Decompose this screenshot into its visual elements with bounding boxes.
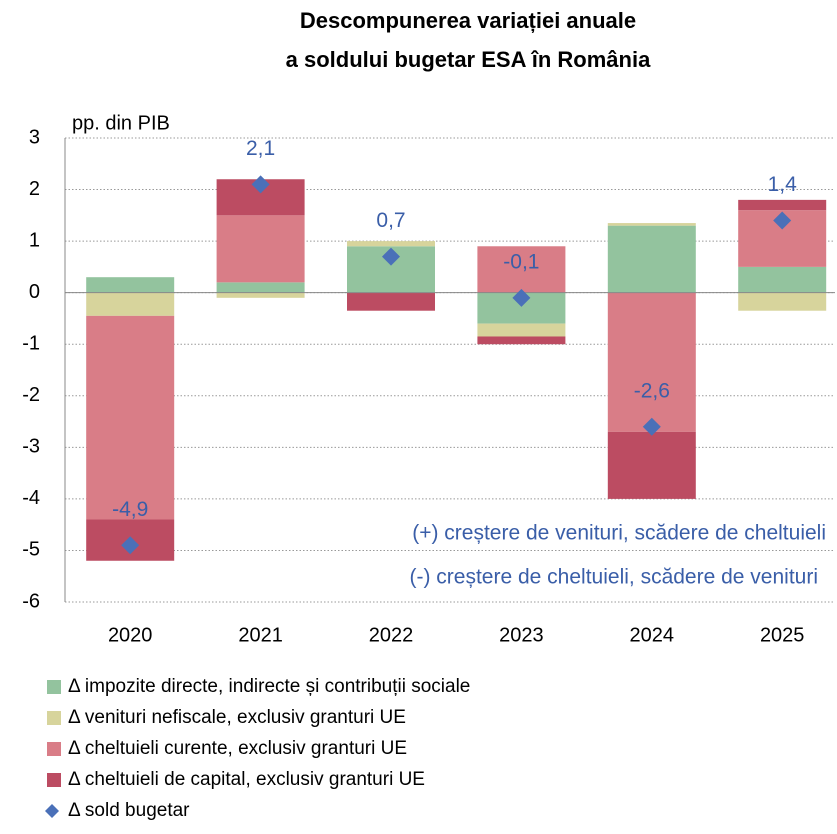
x-tick-label: 2023: [499, 624, 544, 646]
bar-segment: [607, 431, 696, 499]
chart-title: Descompunerea variației anuale: [300, 8, 636, 33]
diamond-marker: [121, 536, 140, 555]
legend-swatch: [47, 773, 61, 787]
bar-segment: [86, 277, 175, 293]
y-tick-label: -3: [22, 436, 40, 458]
chart-title: a soldului bugetar ESA în România: [286, 47, 651, 72]
data-label: -4,9: [112, 498, 148, 521]
legend-label: Δ cheltuieli de capital, exclusiv grantu…: [68, 769, 425, 790]
bar-segment: [738, 266, 827, 293]
x-tick-label: 2020: [108, 624, 153, 646]
legend-swatch: [47, 680, 61, 694]
bar-segment: [607, 223, 696, 226]
diamond-marker: [642, 417, 661, 436]
legend-swatch: [47, 711, 61, 725]
data-label: -0,1: [503, 250, 539, 273]
x-tick-label: 2021: [238, 624, 283, 646]
legend-label: Δ venituri nefiscale, exclusiv granturi …: [68, 707, 406, 728]
y-tick-label: -2: [22, 384, 40, 406]
legend-label: Δ cheltuieli curente, exclusiv granturi …: [68, 738, 407, 759]
bar-segment: [347, 241, 435, 247]
y-tick-label: 2: [29, 178, 40, 200]
bar-segment: [477, 336, 566, 345]
y-tick-label: 3: [29, 126, 40, 148]
diamond-marker: [251, 175, 270, 194]
bar-segment: [216, 215, 305, 283]
y-tick-label: 0: [29, 281, 40, 303]
bar-segment: [738, 199, 827, 211]
legend-marker: [45, 804, 59, 818]
bar-segment: [347, 292, 435, 311]
annotation: (-) creștere de cheltuieli, scădere de v…: [409, 566, 818, 589]
data-label: 0,7: [376, 209, 405, 232]
x-tick-label: 2024: [630, 624, 675, 646]
bar-segment: [477, 323, 566, 337]
bar-segment: [477, 246, 566, 293]
legend-label: Δ impozite directe, indirecte și contrib…: [68, 676, 470, 697]
x-tick-label: 2022: [369, 624, 414, 646]
y-tick-label: -5: [22, 539, 40, 561]
bar-segment: [216, 292, 305, 298]
annotation: (+) creștere de venituri, scădere de che…: [412, 522, 826, 545]
data-label: 2,1: [246, 137, 275, 160]
diamond-marker: [512, 288, 531, 307]
legend-label: Δ sold bugetar: [68, 800, 190, 821]
bar-segment: [738, 292, 827, 311]
bar-segment: [86, 315, 175, 520]
diamond-marker: [773, 211, 792, 230]
data-label: 1,4: [768, 173, 798, 196]
bar-segment: [86, 292, 175, 316]
legend-swatch: [47, 742, 61, 756]
y-tick-label: -4: [22, 487, 40, 509]
diamond-marker: [382, 247, 400, 266]
y-tick-label: -6: [22, 590, 40, 612]
bar-segment: [607, 225, 696, 293]
bar-segment: [216, 282, 305, 293]
y-axis-label: pp. din PIB: [72, 112, 170, 134]
y-tick-label: -1: [22, 333, 40, 355]
x-tick-label: 2025: [760, 624, 805, 646]
y-tick-label: 1: [29, 229, 40, 251]
data-label: -2,6: [634, 379, 670, 402]
bar-segment: [607, 292, 696, 432]
